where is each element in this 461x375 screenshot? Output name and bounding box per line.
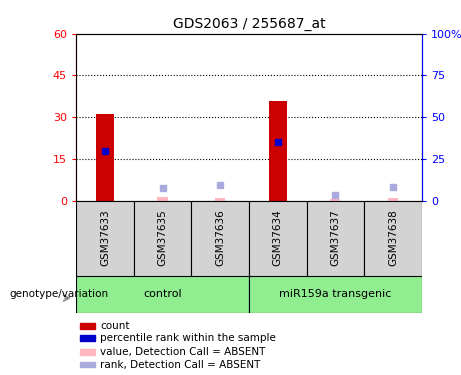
Bar xyxy=(249,276,422,313)
Text: GSM37636: GSM37636 xyxy=(215,210,225,267)
Bar xyxy=(80,349,95,355)
Bar xyxy=(330,199,340,201)
Bar xyxy=(76,276,249,313)
Text: GSM37637: GSM37637 xyxy=(331,210,340,267)
Bar xyxy=(80,322,95,328)
Bar xyxy=(307,201,364,276)
Title: GDS2063 / 255687_at: GDS2063 / 255687_at xyxy=(172,17,325,32)
Text: miR159a transgenic: miR159a transgenic xyxy=(279,290,391,299)
Text: rank, Detection Call = ABSENT: rank, Detection Call = ABSENT xyxy=(100,360,260,369)
Bar xyxy=(80,336,95,341)
Bar xyxy=(268,100,287,201)
Bar xyxy=(388,198,398,201)
Text: percentile rank within the sample: percentile rank within the sample xyxy=(100,333,276,344)
Text: GSM37633: GSM37633 xyxy=(100,210,110,267)
Text: genotype/variation: genotype/variation xyxy=(9,290,108,299)
Bar xyxy=(215,198,225,201)
Text: GSM37634: GSM37634 xyxy=(273,210,283,267)
Bar xyxy=(76,201,134,276)
Bar xyxy=(191,201,249,276)
Text: GSM37638: GSM37638 xyxy=(388,210,398,267)
Bar xyxy=(96,114,114,201)
Bar xyxy=(80,362,95,368)
Text: value, Detection Call = ABSENT: value, Detection Call = ABSENT xyxy=(100,347,266,357)
Text: GSM37635: GSM37635 xyxy=(158,210,167,267)
Bar xyxy=(249,201,307,276)
Bar xyxy=(364,201,422,276)
Bar xyxy=(158,197,168,201)
Bar xyxy=(134,201,191,276)
Text: control: control xyxy=(143,290,182,299)
Text: count: count xyxy=(100,321,130,331)
